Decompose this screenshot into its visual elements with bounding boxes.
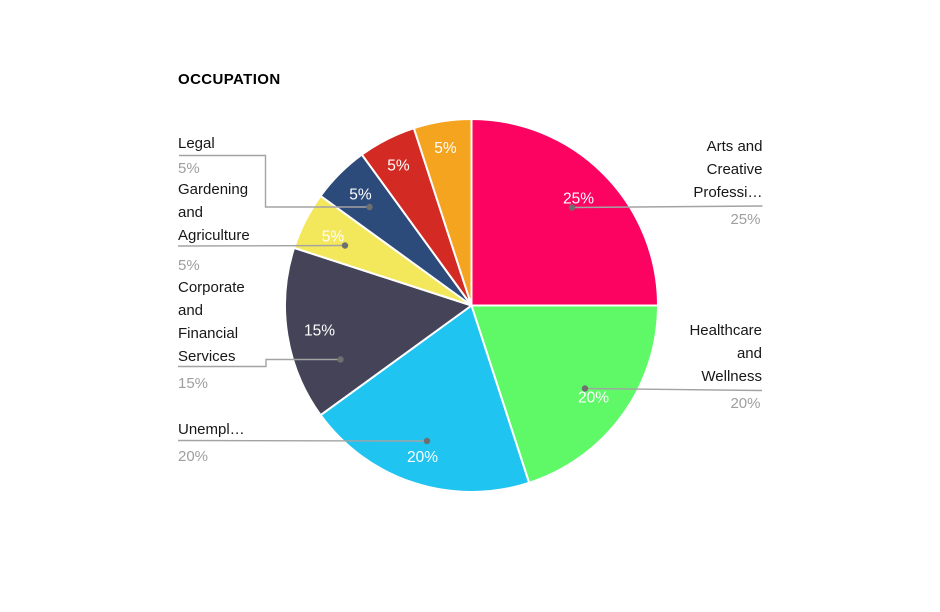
pie-slice-unempl[interactable] — [319, 303, 531, 493]
slice-percent-label: 5% — [434, 140, 457, 157]
slice-percent-label: 20% — [578, 390, 609, 407]
callout-label-line: Services — [178, 348, 236, 365]
callout-label-line: Unempl… — [178, 421, 245, 438]
callout-percent: 5% — [178, 257, 200, 274]
slice-percent-label: 25% — [563, 191, 594, 208]
leader-dot — [337, 356, 344, 363]
leader-dot — [568, 204, 576, 211]
callout-label-line: Legal — [178, 135, 215, 152]
callout-percent: 15% — [178, 375, 209, 392]
leader-dot — [581, 385, 589, 392]
pie-slice-unlabeled-7[interactable] — [412, 117, 473, 306]
leader-line — [571, 205, 763, 209]
pie-slice-arts-and-creative-professi[interactable] — [470, 117, 660, 307]
callout-label: Arts and Creative Professi… — [693, 135, 762, 204]
callout-label: Gardening and Agriculture — [178, 178, 250, 247]
slice-percent-label: 5% — [322, 229, 345, 246]
callout-label-line: Agriculture — [178, 227, 250, 244]
slice-percent-label: 15% — [304, 323, 335, 340]
leader-line — [179, 154, 370, 208]
leader-line — [177, 439, 428, 442]
callout-label-line: Arts and — [706, 138, 763, 155]
callout-label-line: and — [736, 345, 762, 362]
leader-dot — [341, 242, 349, 249]
callout-label-line: Wellness — [701, 368, 762, 385]
leader-dot — [423, 437, 431, 445]
pie-slice-healthcare-and-wellness[interactable] — [470, 304, 660, 485]
callout-percent: 5% — [178, 160, 200, 177]
chart-title: OCCUPATION — [178, 71, 281, 88]
callout-label-line: Creative — [706, 161, 763, 178]
pie-slice-corporate-and-financial-services[interactable] — [284, 246, 474, 417]
callout-label-line: Professi… — [693, 184, 763, 201]
callout-label: Unempl… — [178, 418, 245, 441]
leader-line — [584, 387, 763, 392]
callout-percent: 20% — [178, 448, 209, 465]
leader-line — [177, 244, 346, 247]
callout-label-line: Gardening — [178, 181, 249, 198]
callout-percent: 25% — [730, 211, 761, 228]
callout-label-line: Corporate — [178, 279, 245, 296]
slice-percent-label: 5% — [387, 158, 410, 175]
slice-percent-label: 20% — [407, 449, 438, 466]
slice-percent-label: 5% — [349, 187, 372, 204]
callout-label: Legal — [178, 132, 215, 155]
callout-label-line: and — [178, 302, 204, 319]
callout-label: Corporate and Financial Services — [178, 276, 245, 368]
callout-percent: 20% — [730, 395, 761, 412]
callout-label-line: Financial — [178, 325, 239, 342]
leader-dot — [366, 203, 373, 211]
callout-label: Healthcare and Wellness — [689, 319, 762, 388]
leader-line — [178, 358, 341, 368]
callout-label-line: Healthcare — [689, 322, 762, 339]
callout-label-line: and — [178, 204, 204, 221]
